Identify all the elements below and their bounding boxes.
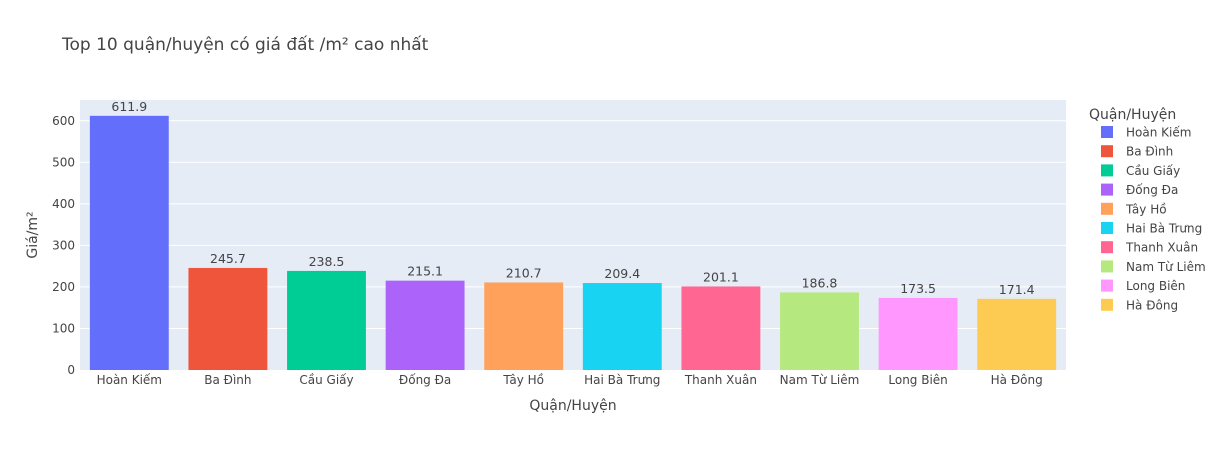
y-tick-label: 100 [52, 321, 75, 335]
data-label: 173.5 [900, 281, 936, 296]
legend-label: Hà Đông [1126, 298, 1178, 312]
bar [582, 283, 662, 370]
y-tick-label: 300 [52, 238, 75, 252]
bars [89, 115, 1057, 370]
y-axis-title: Giá/m² [25, 211, 41, 258]
legend-label: Ba Đình [1126, 145, 1173, 159]
data-label: 186.8 [802, 275, 838, 290]
legend-label: Hai Bà Trưng [1126, 222, 1202, 236]
legend-label: Đống Đa [1126, 183, 1178, 197]
y-tick-label: 0 [67, 363, 75, 377]
legend-label: Cầu Giấy [1126, 164, 1180, 178]
x-axis-title: Quận/Huyện [529, 398, 616, 414]
y-tick-label: 500 [52, 155, 75, 169]
legend-swatch [1101, 202, 1113, 215]
legend-swatch [1101, 183, 1113, 196]
legend-swatch [1101, 298, 1113, 311]
y-tick-label: 600 [52, 114, 75, 128]
x-tick-label: Đống Đa [399, 373, 451, 387]
legend-swatch [1101, 279, 1113, 292]
x-axis-ticks: Hoàn Kiếm Ba Đình Cầu Giấy Đống Đa Tây Hồ Hai… [97, 373, 1043, 387]
bar [385, 280, 465, 370]
legend-swatch [1101, 126, 1113, 138]
legend-swatch [1101, 145, 1113, 158]
y-tick-label: 200 [52, 280, 75, 294]
data-label: 210.7 [506, 265, 542, 280]
data-label: 238.5 [309, 254, 345, 269]
legend-title: Quận/Huyện [1089, 107, 1176, 123]
x-tick-label: Tây Hồ [502, 373, 544, 387]
chart-title: Top 10 quận/huyện có giá đất /m² cao nhấ… [61, 34, 429, 55]
data-label: 245.7 [210, 251, 246, 266]
x-tick-label: Long Biên [888, 373, 947, 387]
bar [878, 297, 958, 370]
legend-label: Long Biên [1126, 279, 1185, 293]
legend-label: Hoàn Kiếm [1126, 126, 1191, 140]
legend-items: Hoàn Kiếm Ba Đình Cầu Giấy Đống Đa Tây Hồ Hai… [1101, 126, 1206, 312]
x-tick-label: Hà Đông [991, 373, 1043, 387]
x-tick-label: Nam Từ Liêm [780, 373, 860, 387]
data-label: 215.1 [407, 264, 443, 279]
data-label: 171.4 [999, 282, 1035, 297]
legend-swatch [1101, 164, 1113, 177]
legend-swatch [1101, 260, 1113, 273]
x-tick-label: Hai Bà Trưng [584, 373, 660, 387]
x-tick-label: Hoàn Kiếm [97, 373, 162, 387]
legend-label: Thanh Xuân [1125, 241, 1198, 255]
legend: Quận/Huyện Hoàn Kiếm Ba Đình Cầu Giấy Đống … [1089, 107, 1206, 312]
bar [681, 286, 761, 370]
data-label: 611.9 [111, 99, 147, 114]
legend-swatch [1101, 241, 1113, 254]
legend-label: Nam Từ Liêm [1126, 260, 1206, 274]
bar [484, 282, 564, 370]
x-tick-label: Thanh Xuân [684, 373, 757, 387]
legend-swatch [1101, 222, 1113, 234]
data-label: 209.4 [604, 266, 640, 281]
bar [188, 267, 268, 370]
legend-label: Tây Hồ [1125, 202, 1167, 216]
bar [287, 270, 366, 370]
x-tick-label: Ba Đình [204, 373, 251, 387]
data-label: 201.1 [703, 269, 739, 284]
y-tick-label: 400 [52, 197, 75, 211]
x-tick-label: Cầu Giấy [299, 373, 353, 387]
bar [977, 298, 1057, 370]
bar [780, 292, 859, 370]
data-labels: 611.9 245.7 238.5 215.1 210.7 209.4 201.1 186.8… [111, 99, 1034, 297]
bar [89, 115, 169, 370]
y-axis-ticks: 0 100 200 300 400 500 600 [52, 114, 75, 377]
